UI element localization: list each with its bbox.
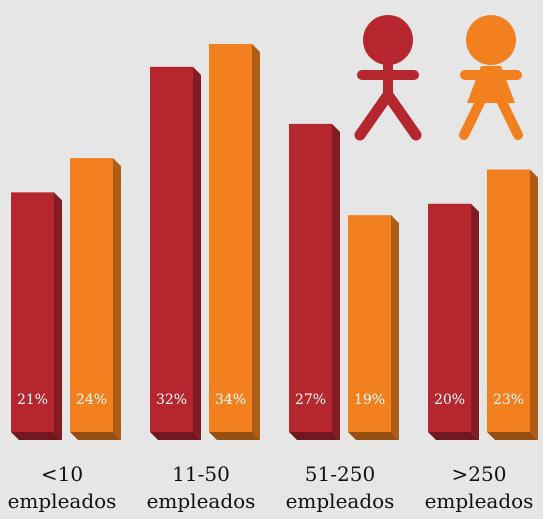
bar-bottom bbox=[487, 432, 538, 440]
bar-side bbox=[113, 158, 121, 440]
bar-front bbox=[348, 215, 391, 432]
bar-bottom bbox=[70, 432, 121, 440]
category-sublabel-0: empleados bbox=[8, 489, 117, 513]
bar-value-label: 34% bbox=[215, 392, 246, 408]
bar-side bbox=[332, 123, 340, 440]
category-label-0: <10 bbox=[41, 462, 83, 486]
bar-1-1: 34% bbox=[209, 44, 260, 440]
bar-value-label: 32% bbox=[156, 392, 187, 408]
female-figure-icon bbox=[459, 15, 523, 140]
bar-value-label: 24% bbox=[76, 392, 107, 408]
bar-0-1: 24% bbox=[70, 158, 121, 440]
bar-front bbox=[11, 192, 54, 432]
bar-value-label: 27% bbox=[295, 392, 326, 408]
bar-front bbox=[150, 66, 193, 432]
bar-bottom bbox=[150, 432, 201, 440]
category-sublabel-1: empleados bbox=[147, 489, 256, 513]
bar-2-0: 27% bbox=[289, 123, 340, 440]
bar-front bbox=[289, 123, 332, 432]
bar-front bbox=[70, 158, 113, 432]
bar-front bbox=[487, 169, 530, 432]
bar-front bbox=[428, 203, 471, 432]
category-label-2: 51-250 bbox=[305, 462, 375, 486]
bar-bottom bbox=[209, 432, 260, 440]
bar-bottom bbox=[11, 432, 62, 440]
bar-3-1: 23% bbox=[487, 169, 538, 440]
bar-side bbox=[193, 66, 201, 440]
bars-layer: 21% 24% 32% 34% 27% 19% 20% 23% bbox=[11, 44, 538, 440]
bar-bottom bbox=[348, 432, 399, 440]
bar-value-label: 21% bbox=[17, 392, 48, 408]
bar-bottom bbox=[428, 432, 479, 440]
bar-value-label: 19% bbox=[354, 392, 385, 408]
bar-1-0: 32% bbox=[150, 66, 201, 440]
male-figure-icon bbox=[354, 15, 422, 141]
bar-3-0: 20% bbox=[428, 203, 479, 440]
bar-side bbox=[530, 169, 538, 440]
legend bbox=[354, 15, 523, 141]
bar-value-label: 20% bbox=[434, 392, 465, 408]
bar-side bbox=[391, 215, 399, 440]
bar-0-0: 21% bbox=[11, 192, 62, 440]
bar-front bbox=[209, 44, 252, 432]
category-label-3: >250 bbox=[452, 462, 507, 486]
category-label-1: 11-50 bbox=[172, 462, 230, 486]
category-labels: <10 empleados 11-50 empleados 51-250 empleado… bbox=[8, 462, 534, 513]
bar-bottom bbox=[289, 432, 340, 440]
bar-value-label: 23% bbox=[493, 392, 524, 408]
category-sublabel-2: empleados bbox=[286, 489, 395, 513]
bar-side bbox=[54, 192, 62, 440]
bar-side bbox=[471, 203, 479, 440]
bar-2-1: 19% bbox=[348, 215, 399, 440]
category-sublabel-3: empleados bbox=[425, 489, 534, 513]
bar-side bbox=[252, 44, 260, 440]
